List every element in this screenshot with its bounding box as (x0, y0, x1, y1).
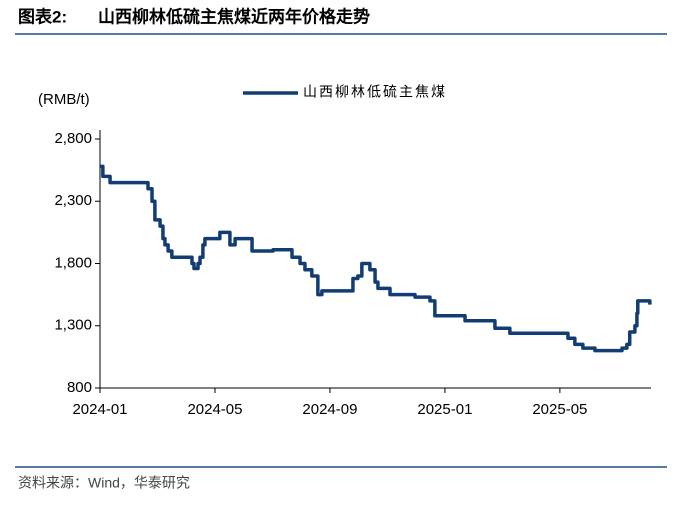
y-axis-label: (RMB/t) (38, 91, 90, 108)
x-tick-label: 2024-05 (187, 401, 242, 418)
x-tick-label: 2024-09 (302, 401, 357, 418)
source: 资料来源：Wind，华泰研究 (18, 475, 190, 491)
legend-label: 山西柳林低硫主焦煤 (303, 84, 447, 100)
title-prefix: 图表2: (18, 6, 67, 26)
x-tick-label: 2024-01 (72, 401, 127, 418)
y-tick-label: 1,300 (54, 317, 92, 334)
line (100, 164, 652, 353)
y-tick-label: 1,800 (54, 254, 92, 271)
y-tick-label: 2,800 (54, 130, 92, 147)
x-tick-label: 2025-05 (532, 401, 587, 418)
chart-title: 山西柳林低硫主焦煤近两年价格走势 (98, 6, 370, 26)
x-tick-label: 2025-01 (417, 401, 472, 418)
y-tick-label: 2,300 (54, 192, 92, 209)
y-tick-label: 800 (67, 379, 92, 396)
